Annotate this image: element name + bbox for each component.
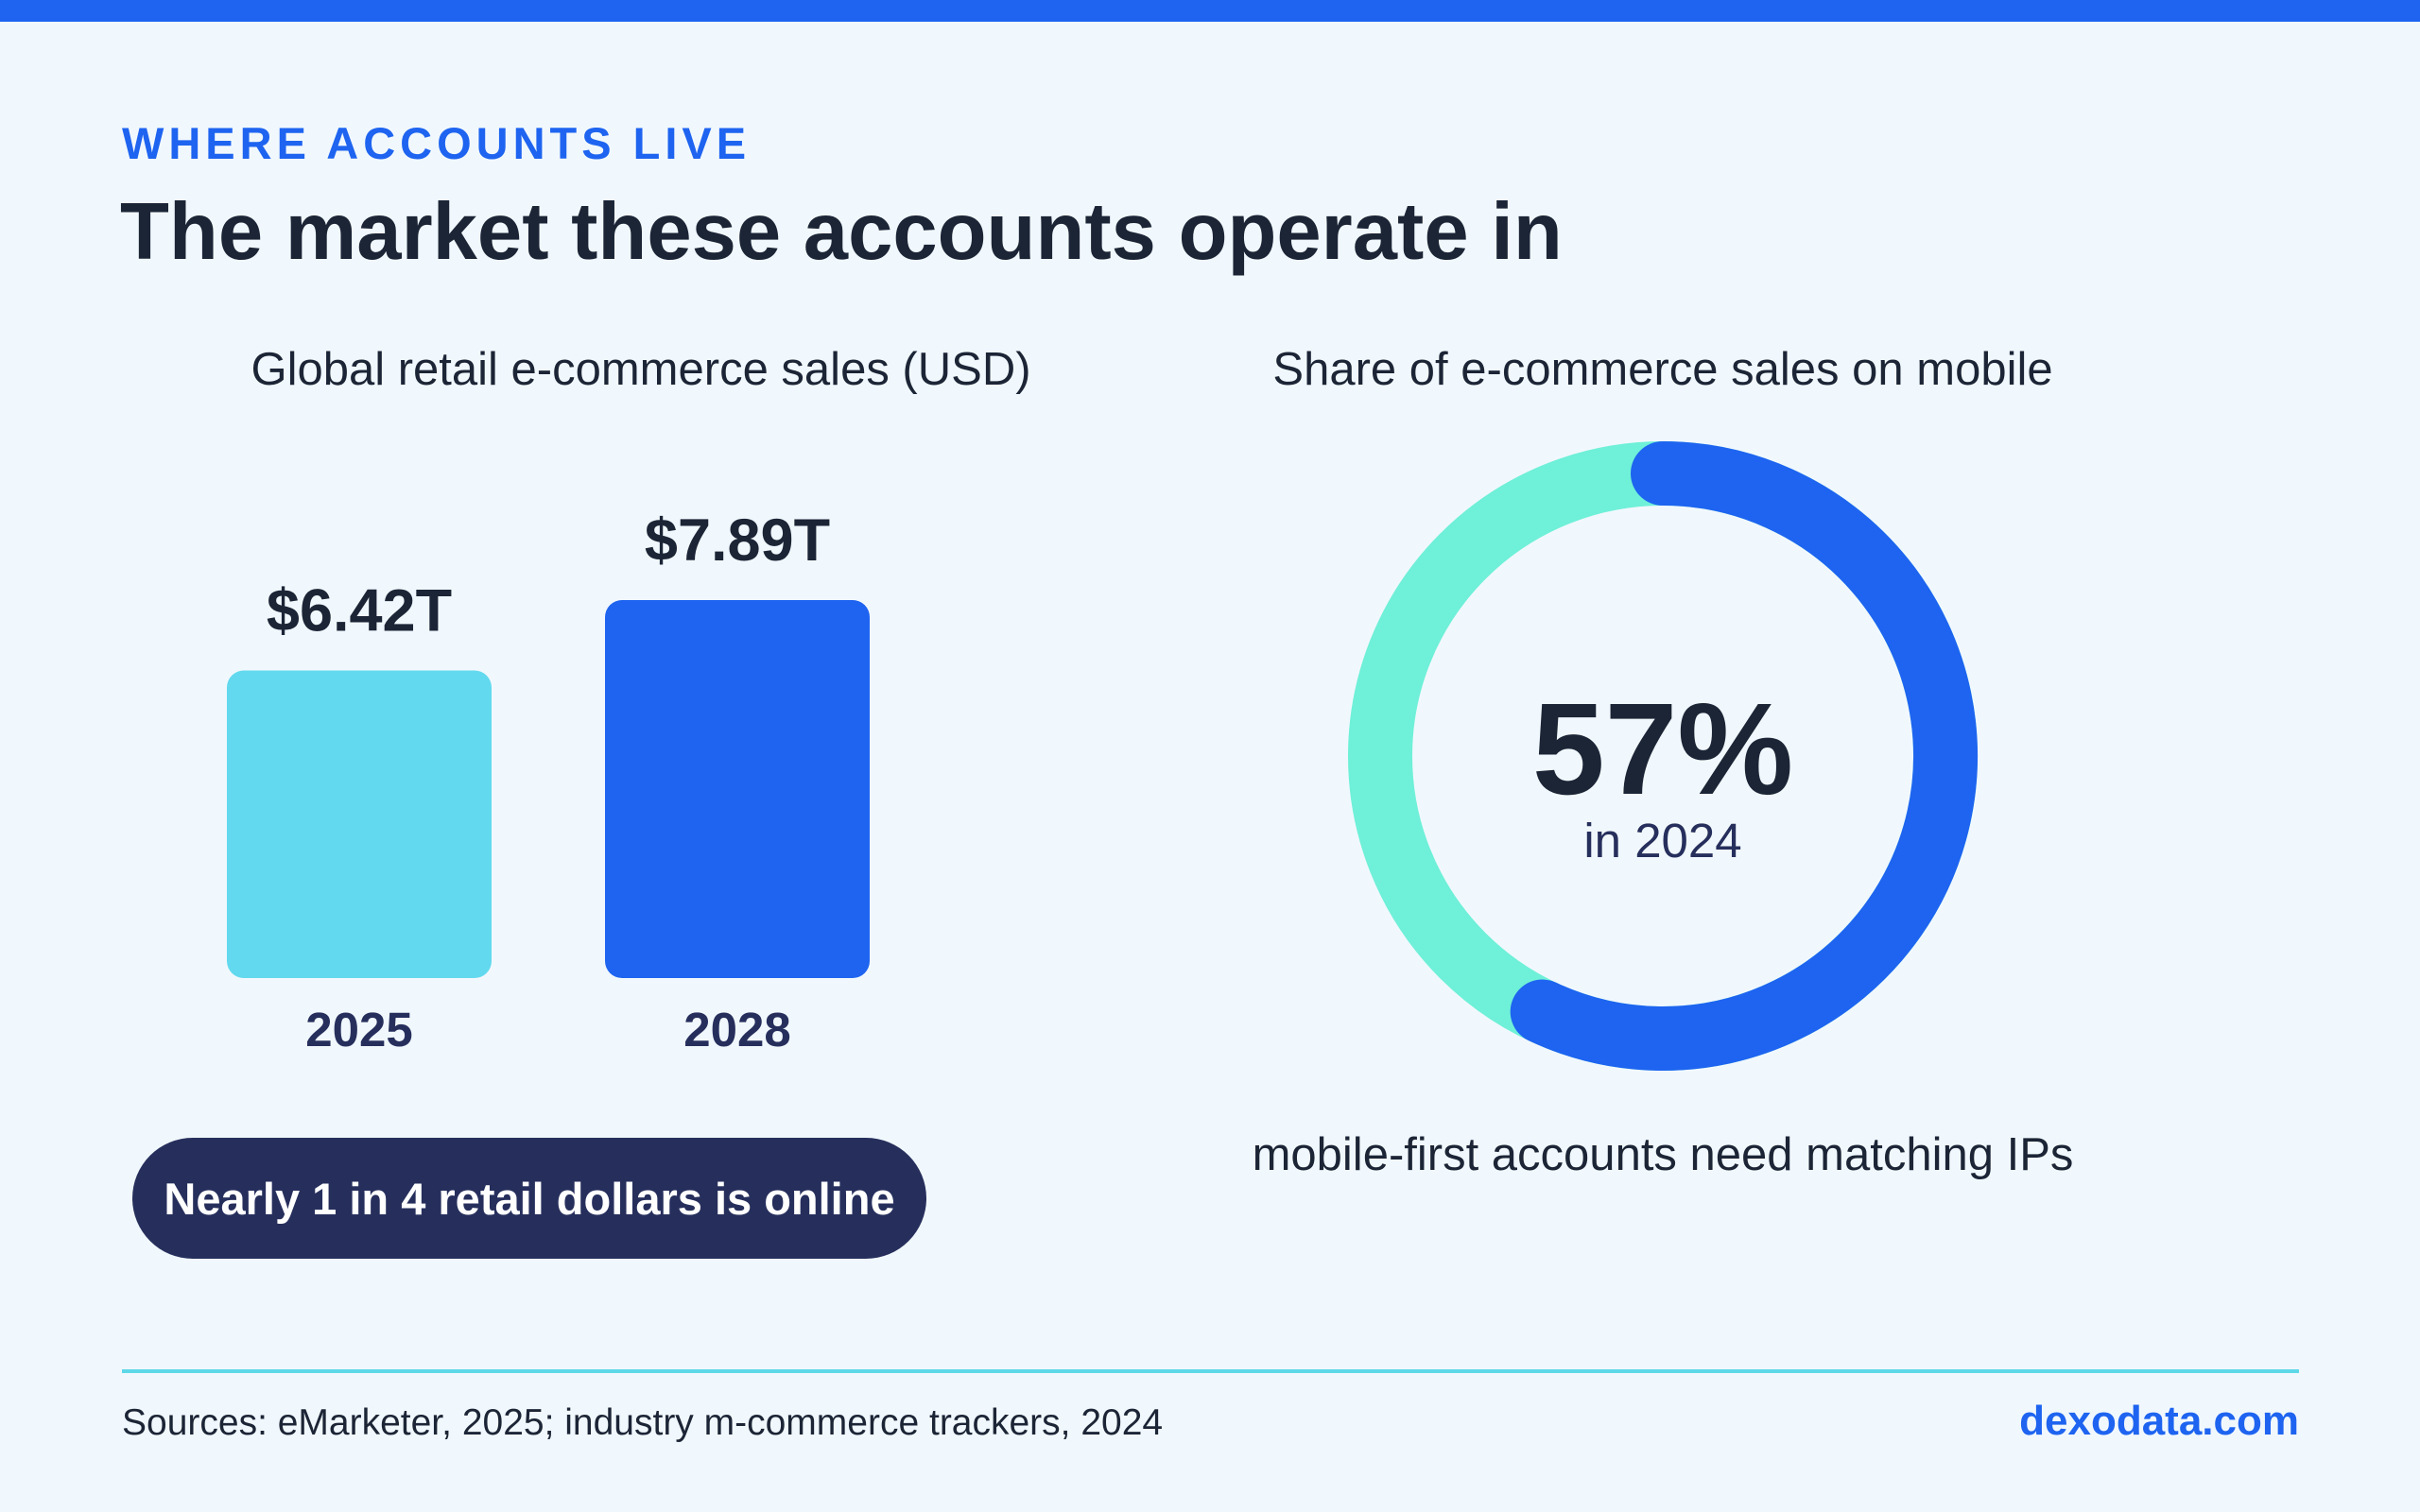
bar-category-label-2025: 2025 bbox=[305, 1003, 412, 1057]
callout-pill: Nearly 1 in 4 retail dollars is online bbox=[132, 1138, 926, 1259]
bar-chart-title: Global retail e-commerce sales (USD) bbox=[251, 344, 1031, 395]
donut-chart-title: Share of e-commerce sales on mobile bbox=[1272, 344, 2053, 395]
top-accent-bar bbox=[0, 0, 2420, 22]
page-title: The market these accounts operate in bbox=[120, 187, 1563, 277]
footer-divider bbox=[122, 1369, 2299, 1373]
donut-mobile-arc bbox=[1510, 441, 1978, 1071]
bar-2028 bbox=[605, 600, 870, 978]
bar-2025 bbox=[227, 670, 492, 978]
eyebrow-label: WHERE ACCOUNTS LIVE bbox=[122, 118, 752, 168]
brand-link[interactable]: dexodata.com bbox=[2019, 1398, 2299, 1444]
bar-value-label-2025: $6.42T bbox=[267, 578, 452, 644]
donut-center-subtitle: in 2024 bbox=[1583, 814, 1741, 868]
sources-note: Sources: eMarketer, 2025; industry m-com… bbox=[122, 1402, 1164, 1443]
bar-value-label-2028: $7.89T bbox=[645, 507, 830, 574]
donut-caption: mobile-first accounts need matching IPs bbox=[1252, 1129, 2074, 1180]
donut-center-value: 57% bbox=[1532, 677, 1793, 822]
bar-category-label-2028: 2028 bbox=[683, 1003, 790, 1057]
